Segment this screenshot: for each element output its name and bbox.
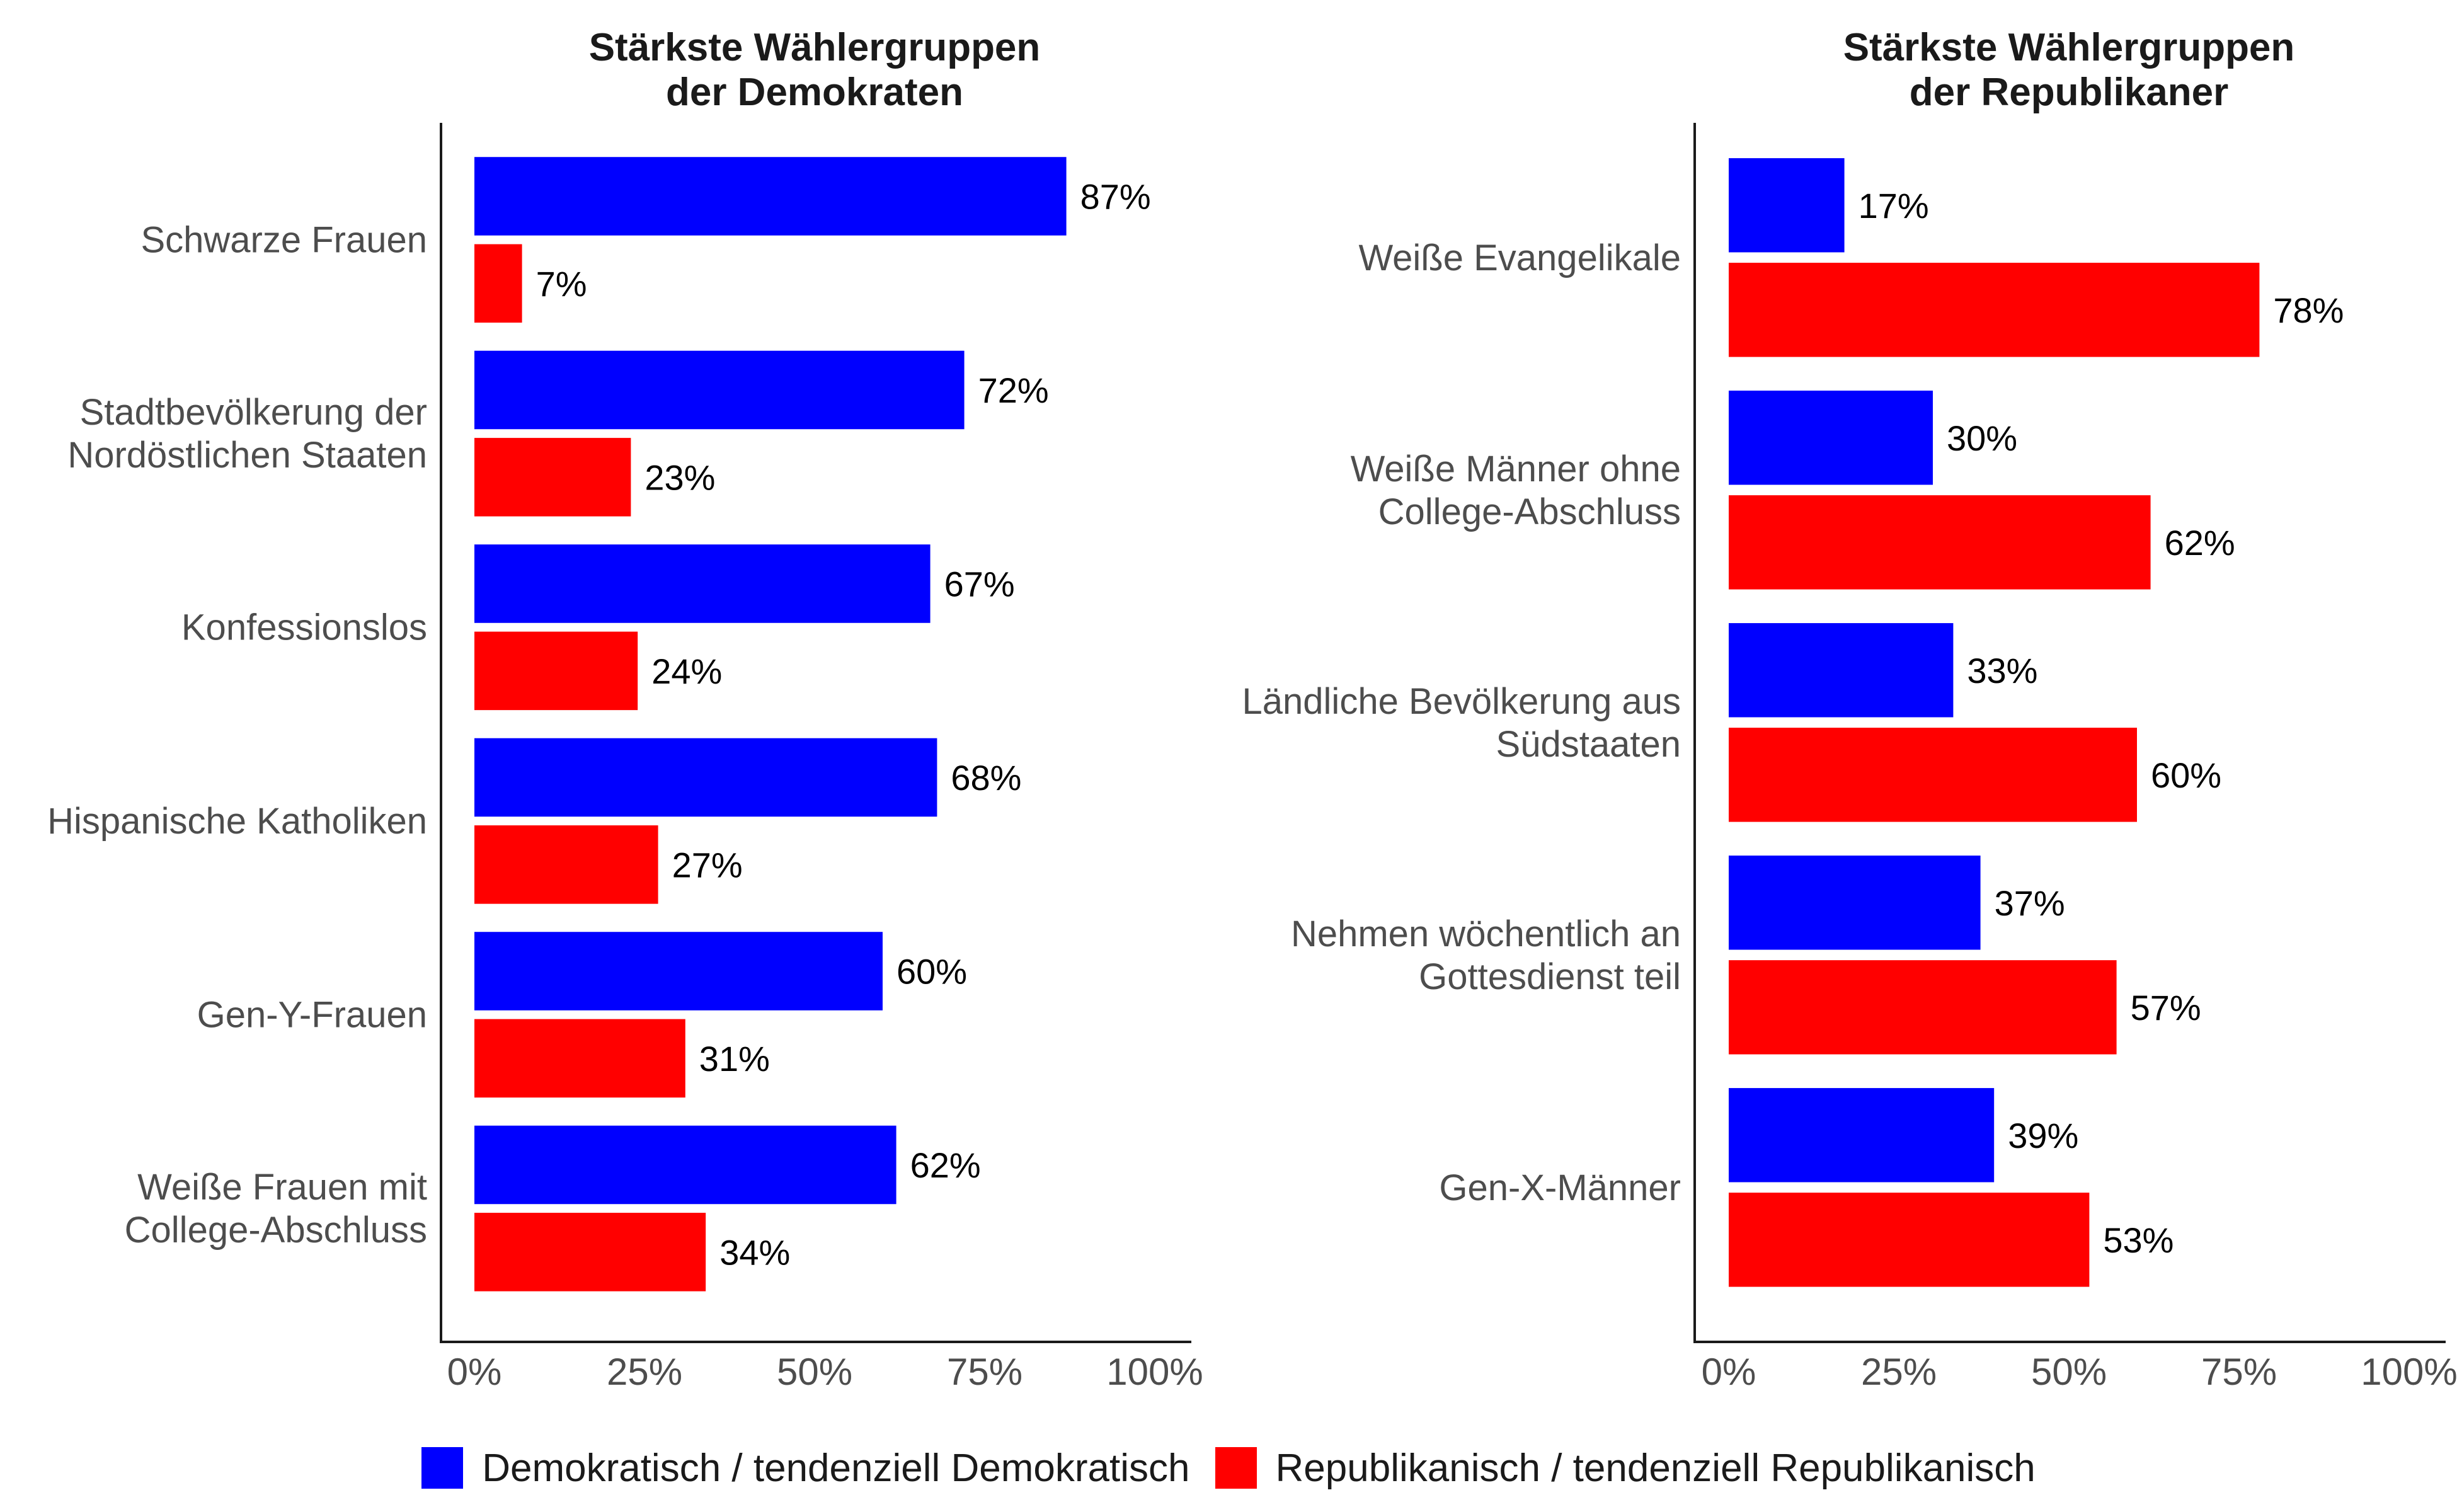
legend-swatch-republican: [1215, 1447, 1257, 1489]
bar-republican: [474, 825, 658, 904]
bar-value-label: 24%: [651, 651, 722, 691]
bar-democratic: [1729, 856, 1981, 950]
category-label: Weiße Frauen mit College-Abschluss: [125, 1167, 427, 1251]
category-label: Ländliche Bevölkerung aus Südstaaten: [1242, 681, 1681, 765]
bar-value-label: 60%: [896, 951, 967, 991]
legend-label-republican: Republikanisch / tendenziell Republikani…: [1275, 1446, 2036, 1490]
x-tick-label: 0%: [447, 1351, 502, 1393]
legend-label-democratic: Demokratisch / tendenziell Demokratisch: [482, 1446, 1190, 1490]
republicans-panel: Stärkste Wählergruppen der Republikaner 0%…: [1242, 26, 2457, 1393]
chart-title: Stärkste Wählergruppen der Republikaner: [1843, 26, 2295, 114]
bar-value-label: 72%: [978, 370, 1049, 410]
bar-republican: [474, 1019, 685, 1098]
legend-swatch-democratic: [421, 1447, 464, 1489]
chart-title: Stärkste Wählergruppen der Demokraten: [589, 26, 1041, 114]
democrats-panel: Stärkste Wählergruppen der Demokraten 0% 25…: [47, 26, 1203, 1393]
bar-value-label: 53%: [2103, 1220, 2174, 1260]
bar-democratic: [474, 350, 965, 430]
bar-value-label: 57%: [2131, 988, 2201, 1028]
chart-title-line: Stärkste Wählergruppen: [1843, 26, 2295, 69]
bar-value-label: 31%: [699, 1039, 770, 1079]
category-label: Gen-Y-Frauen: [197, 995, 427, 1036]
category-label-line: Gen-Y-Frauen: [197, 995, 427, 1036]
bar-democratic: [474, 932, 883, 1011]
category-label-line: College-Abschluss: [1378, 491, 1681, 532]
x-tick-label: 25%: [607, 1351, 682, 1393]
chart-title-line: Stärkste Wählergruppen: [589, 26, 1041, 69]
category-label-line: Südstaaten: [1496, 724, 1681, 765]
bar-republican: [474, 244, 522, 323]
bar-value-label: 17%: [1858, 186, 1929, 226]
category-label-line: Weiße Frauen mit: [137, 1167, 427, 1208]
x-tick-label: 50%: [2031, 1351, 2107, 1393]
chart-title-line: der Republikaner: [1910, 71, 2228, 114]
legend-item-republican: Republikanisch / tendenziell Republikani…: [1215, 1446, 2036, 1491]
bar-democratic: [474, 157, 1067, 236]
bar-value-label: 37%: [1995, 883, 2065, 923]
category-label-line: College-Abschluss: [125, 1210, 427, 1251]
category-label-line: Stadtbevölkerung der: [80, 392, 427, 433]
x-tick-label: 75%: [947, 1351, 1022, 1393]
category-label: Weiße Männer ohne College-Abschluss: [1351, 449, 1681, 532]
x-tick-label: 100%: [2361, 1351, 2457, 1393]
category-label-line: Hispanische Katholiken: [47, 801, 427, 842]
bar-democratic: [474, 544, 931, 623]
category-label: Konfessionslos: [181, 607, 427, 648]
bar-democratic: [1729, 391, 1933, 485]
bar-democratic: [1729, 623, 1954, 718]
x-tick-label: 100%: [1106, 1351, 1203, 1393]
bar-value-label: 62%: [2165, 523, 2235, 563]
bar-value-label: 30%: [1947, 418, 2017, 458]
category-label-line: Gottesdienst teil: [1419, 956, 1681, 997]
bar-value-label: 67%: [944, 564, 1015, 604]
bar-democratic: [1729, 1088, 1995, 1183]
bar-value-label: 33%: [1967, 651, 2037, 690]
bar-value-label: 87%: [1080, 176, 1151, 216]
category-label-line: Schwarze Frauen: [140, 220, 427, 261]
bar-democratic: [474, 1125, 896, 1205]
category-label-line: Weiße Männer ohne: [1351, 449, 1681, 490]
legend-item-democratic: Demokratisch / tendenziell Demokratisch: [421, 1446, 1190, 1491]
bar-republican: [1729, 960, 2117, 1055]
category-label: Weiße Evangelikale: [1358, 238, 1681, 278]
x-tick-label: 50%: [777, 1351, 852, 1393]
bar-value-label: 27%: [672, 845, 743, 885]
bar-value-label: 78%: [2273, 290, 2344, 330]
bar-value-label: 7%: [536, 264, 587, 304]
bar-republican: [1729, 263, 2260, 357]
x-tick-label: 25%: [1861, 1351, 1937, 1393]
bar-democratic: [474, 738, 937, 817]
legend: Demokratisch / tendenziell Demokratisch …: [0, 1433, 2457, 1503]
bar-value-label: 60%: [2151, 755, 2221, 795]
category-label: Gen-X-Männer: [1439, 1167, 1681, 1208]
bar-republican: [1729, 728, 2137, 822]
x-tick-label: 0%: [1702, 1351, 1756, 1393]
bar-value-label: 23%: [644, 457, 715, 497]
bar-republican: [1729, 1193, 2090, 1287]
x-tick-label: 75%: [2201, 1351, 2277, 1393]
bar-value-label: 62%: [910, 1145, 981, 1185]
category-label: Stadtbevölkerung der Nordöstlichen Staate…: [67, 392, 427, 476]
category-label-line: Konfessionslos: [181, 607, 427, 648]
category-label-line: Nordöstlichen Staaten: [67, 435, 427, 476]
category-label-line: Weiße Evangelikale: [1358, 238, 1681, 278]
category-label-line: Nehmen wöchentlich an: [1291, 914, 1681, 954]
category-label: Schwarze Frauen: [140, 220, 427, 261]
bar-value-label: 39%: [2008, 1116, 2078, 1155]
category-label-line: Gen-X-Männer: [1439, 1167, 1681, 1208]
bar-democratic: [1729, 158, 1845, 253]
bar-value-label: 34%: [719, 1232, 790, 1272]
bar-republican: [474, 438, 631, 517]
chart-title-line: der Demokraten: [666, 71, 963, 114]
bar-republican: [474, 1213, 706, 1292]
bar-republican: [474, 631, 638, 711]
category-label-line: Ländliche Bevölkerung aus: [1242, 681, 1681, 722]
category-label: Hispanische Katholiken: [47, 801, 427, 842]
bar-republican: [1729, 495, 2151, 590]
category-label: Nehmen wöchentlich an Gottesdienst teil: [1291, 914, 1681, 997]
bar-value-label: 68%: [951, 758, 1021, 798]
